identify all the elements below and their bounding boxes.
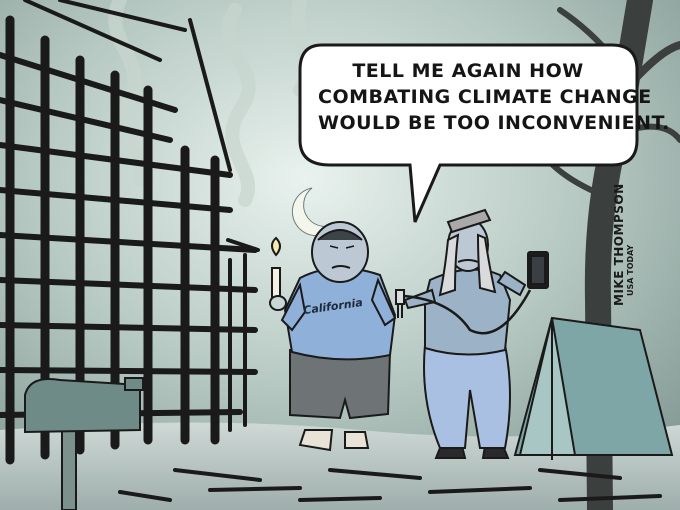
- speech-line: TELL ME AGAIN HOW: [352, 60, 584, 82]
- artist-name: MIKE THOMPSON: [612, 183, 626, 306]
- speech-line: WOULD BE TOO INCONVENIENT.: [318, 112, 670, 134]
- speech-line: COMBATING CLIMATE CHANGE: [318, 86, 652, 108]
- man-figure: [269, 221, 397, 452]
- publication-name: USA TODAY: [626, 244, 635, 296]
- woman-figure: [395, 208, 549, 459]
- speech-bubble: TELL ME AGAIN HOW COMBATING CLIMATE CHAN…: [318, 58, 670, 136]
- tent: [513, 316, 674, 460]
- mailbox: [24, 377, 144, 510]
- artist-signature: MIKE THOMPSON USA TODAY: [612, 183, 635, 306]
- ground-debris: [118, 468, 662, 502]
- speech-bubble-shape: [298, 43, 639, 223]
